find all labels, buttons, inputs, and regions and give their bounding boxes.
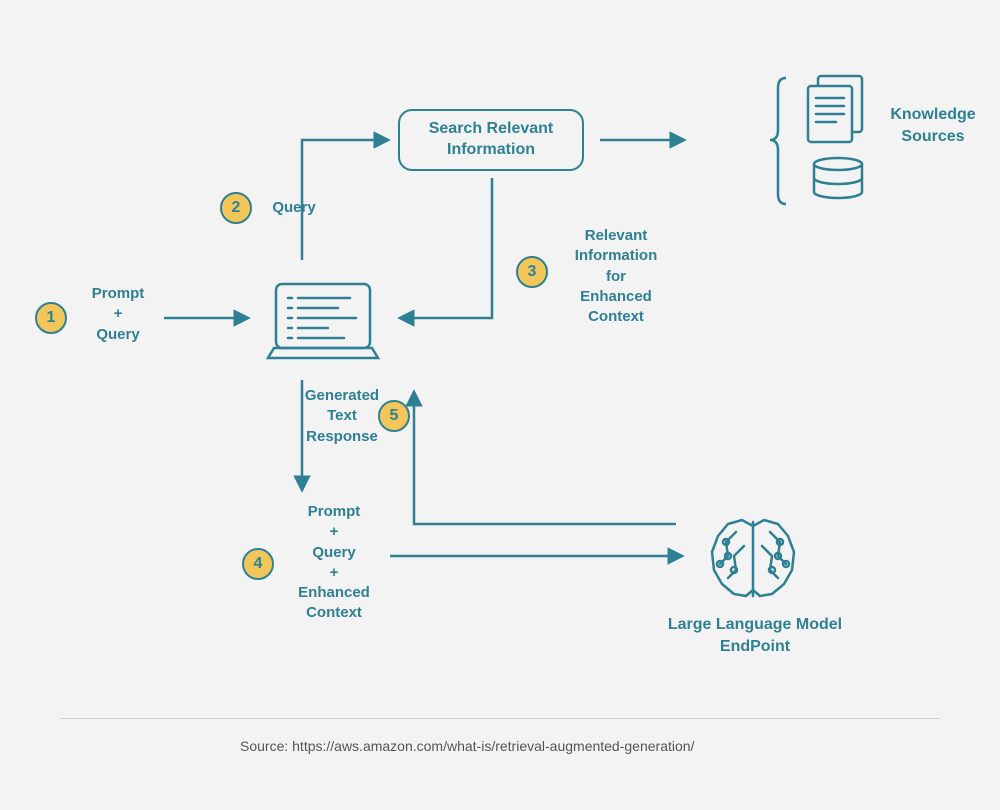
label-generated-response: Generated Text Response: [292, 386, 392, 447]
database-icon: [814, 158, 862, 198]
brain-icon: [712, 520, 794, 596]
label-knowledge-sources: Knowledge Sources: [878, 104, 988, 147]
source-citation: Source: https://aws.amazon.com/what-is/r…: [240, 738, 694, 754]
edge-e3b: [400, 178, 492, 318]
step-badge-2: 2: [220, 192, 252, 224]
documents-icon: [808, 76, 862, 142]
label-llm-endpoint: Large Language Model EndPoint: [650, 614, 860, 657]
label-prompt-query: Prompt + Query: [78, 284, 158, 345]
diagram-canvas: Search Relevant Information 1 2 3 4 5 Pr…: [0, 0, 1000, 810]
label-query: Query: [264, 198, 324, 218]
label-relevant-info: Relevant Information for Enhanced Contex…: [556, 226, 676, 327]
separator: [60, 718, 940, 719]
step-badge-4: 4: [242, 548, 274, 580]
bracket-icon: [770, 78, 786, 204]
label-prompt-query-context: Prompt + Query + Enhanced Context: [284, 502, 384, 624]
edge-e5: [414, 392, 676, 524]
step-badge-3: 3: [516, 256, 548, 288]
search-relevant-info-node: Search Relevant Information: [398, 109, 584, 171]
laptop-icon: [268, 284, 378, 358]
step-badge-1: 1: [35, 302, 67, 334]
